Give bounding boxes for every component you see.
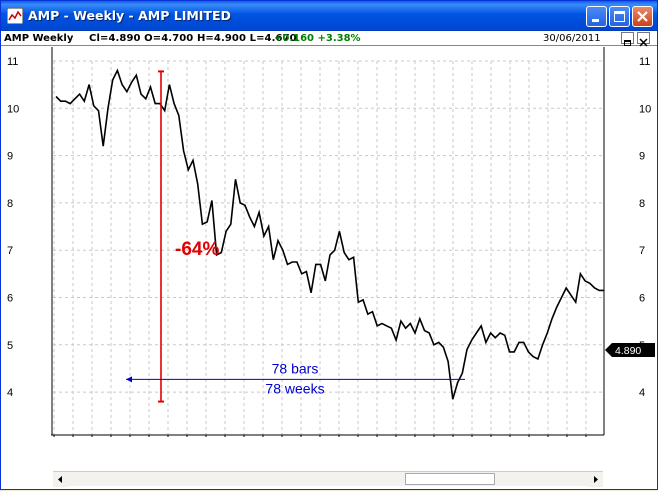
arrow-left-icon — [58, 476, 62, 483]
minimize-icon — [592, 19, 599, 22]
y-tick-label-left: 9 — [7, 151, 13, 163]
y-tick-label-left: 10 — [7, 103, 19, 115]
chart-close-button[interactable] — [637, 32, 650, 47]
y-tick-label-left: 5 — [7, 340, 13, 352]
arrow-right-icon — [594, 476, 598, 483]
chart-grid — [53, 60, 604, 435]
weeks-count-label: 78 weeks — [265, 380, 324, 396]
quote-date: 30/06/2011 — [543, 33, 601, 44]
x-axis: MJJASONDJFMAMJJASONDJFMAMJJAS20072008200… — [51, 434, 604, 437]
price-chart[interactable]: 44556677889910101111 4.890 -64%78 bars78… — [1, 47, 657, 437]
window-title: AMP - Weekly - AMP LIMITED — [28, 8, 231, 23]
title-bar[interactable]: AMP - Weekly - AMP LIMITED — [1, 1, 657, 31]
bars-count-label: 78 bars — [272, 360, 319, 376]
maximize-button[interactable] — [609, 6, 630, 27]
y-tick-label-left: 11 — [7, 56, 18, 68]
y-tick-label-left: 8 — [7, 198, 13, 210]
y-tick-label-left: 6 — [7, 293, 13, 305]
symbol-label: AMP Weekly — [4, 33, 74, 44]
y-axis-labels: 44556677889910101111 — [7, 56, 651, 399]
scroll-right-button[interactable] — [588, 472, 603, 487]
close-button[interactable] — [632, 6, 653, 27]
close-icon — [639, 38, 648, 47]
y-tick-label-right: 10 — [639, 103, 651, 115]
y-tick-label-left: 7 — [7, 245, 13, 257]
y-tick-label-right: 11 — [639, 56, 650, 68]
price-series: 4.890 — [55, 68, 655, 400]
horizontal-scrollbar[interactable] — [53, 471, 603, 487]
scroll-left-button[interactable] — [53, 472, 68, 487]
last-price-marker: 4.890 — [605, 343, 655, 358]
y-tick-label-right: 7 — [639, 245, 645, 257]
maximize-icon — [614, 11, 625, 22]
chart-annotations: -64% 78 bars 78 weeks — [126, 70, 465, 403]
scroll-thumb[interactable] — [405, 473, 495, 485]
drop-percent-label: -64% — [175, 239, 219, 260]
minimize-button[interactable] — [586, 6, 607, 27]
quote-info-bar: AMP Weekly Cl=4.890 O=4.700 H=4.900 L=4.… — [1, 31, 657, 46]
y-tick-label-right: 4 — [639, 387, 645, 399]
restore-button[interactable] — [621, 32, 634, 46]
y-tick-label-right: 8 — [639, 198, 645, 210]
price-line — [55, 68, 604, 400]
restore-icon — [624, 40, 631, 46]
ohlc-values: Cl=4.890 O=4.700 H=4.900 L=4.670 — [89, 33, 297, 44]
price-change: +0.160 +3.38% — [274, 33, 361, 44]
y-tick-label-right: 9 — [639, 151, 645, 163]
arrow-head-icon — [126, 376, 132, 383]
y-tick-label-right: 6 — [639, 293, 645, 305]
y-tick-label-left: 4 — [7, 387, 13, 399]
chart-app-icon — [7, 8, 23, 24]
close-icon — [637, 11, 648, 22]
last-price-badge — [605, 343, 655, 358]
last-price-label: 4.890 — [615, 345, 641, 357]
